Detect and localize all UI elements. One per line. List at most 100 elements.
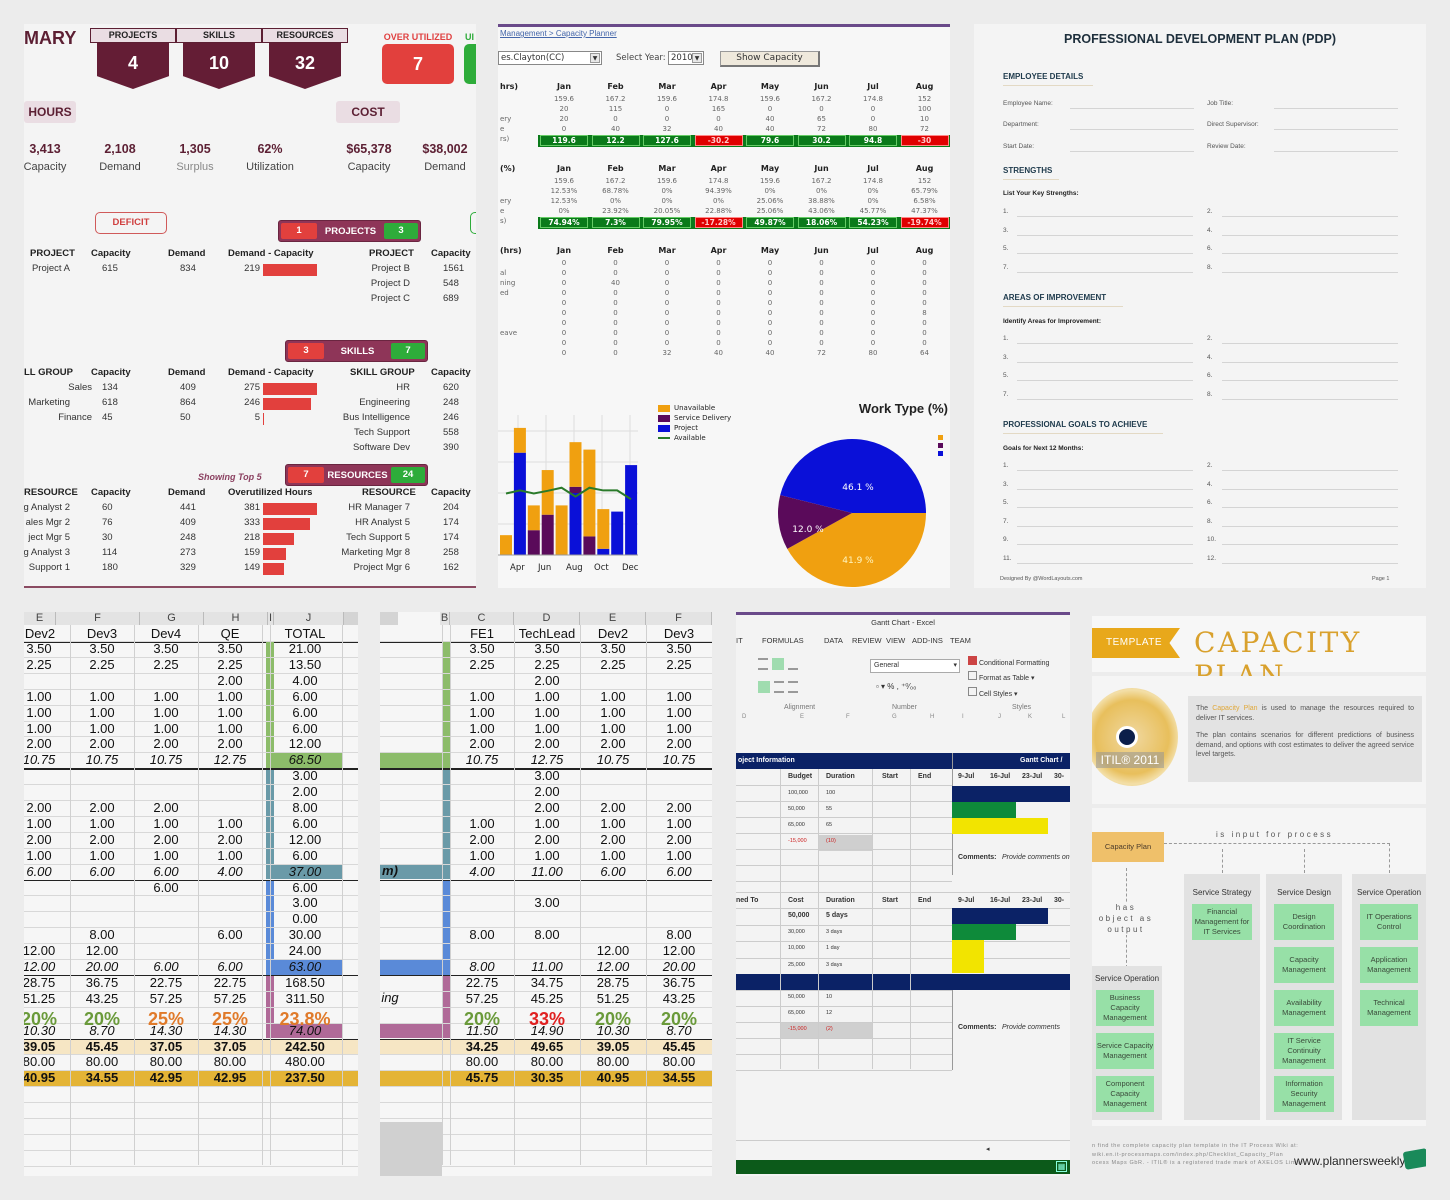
cell-value[interactable]: 3.00 [292, 768, 318, 784]
process-box[interactable]: Financial Management for IT Services [1192, 904, 1252, 940]
cell-value[interactable]: 1.00 [153, 704, 179, 720]
item-input-line[interactable] [1017, 343, 1193, 344]
cell-value[interactable]: 12.75 [530, 752, 564, 768]
skills-stat-bar[interactable]: 3 SKILLS 7 [285, 340, 428, 362]
cell-value[interactable]: 1.00 [469, 704, 495, 720]
column-letter[interactable]: F [56, 612, 140, 625]
column-letter[interactable]: F [646, 612, 712, 625]
column-letter[interactable]: D [514, 612, 580, 625]
item-input-line[interactable] [1222, 525, 1398, 527]
cell-value[interactable]: 4.00 [469, 863, 495, 879]
item-input-line[interactable] [1017, 470, 1193, 471]
cell-value[interactable]: 237.50 [285, 1070, 325, 1086]
cell-value[interactable]: 1.00 [217, 720, 243, 736]
cell-value[interactable]: 2.00 [534, 831, 560, 847]
cell-value[interactable]: 12.00 [85, 943, 119, 959]
kpi-skills[interactable]: SKILLS 10 [176, 28, 262, 89]
cell-value[interactable]: 1.00 [217, 815, 243, 831]
field-input-line[interactable] [1070, 108, 1194, 109]
cell-value[interactable]: 3.50 [89, 641, 115, 656]
cell-value[interactable]: 11.00 [531, 863, 563, 879]
cell-value[interactable]: 12.00 [596, 959, 630, 974]
field-input-line[interactable] [1070, 151, 1194, 152]
cell-value[interactable]: 68.50 [288, 752, 322, 768]
cell-value[interactable]: 2.00 [534, 672, 560, 688]
cell-value[interactable]: 3.50 [600, 641, 626, 656]
cell-value[interactable]: 1.00 [469, 815, 495, 831]
cell-value[interactable]: 2.25 [89, 656, 115, 672]
cell-value[interactable]: 25% [211, 1008, 249, 1029]
cell-value[interactable]: 80.00 [213, 1054, 247, 1070]
cell-value[interactable]: 39.05 [596, 1038, 630, 1054]
cell-value[interactable]: 33% [528, 1008, 566, 1029]
surplus-button[interactable] [470, 212, 476, 234]
cell-value[interactable]: 6.00 [666, 863, 692, 879]
item-input-line[interactable] [1222, 470, 1398, 471]
cell-value[interactable]: 23.8% [279, 1008, 331, 1029]
column-letter[interactable]: B [440, 612, 450, 625]
cell-value[interactable]: 2.00 [217, 672, 243, 688]
cell-value[interactable]: 20% [463, 1008, 501, 1029]
cell-value[interactable]: 2.00 [26, 800, 52, 815]
cell-value[interactable]: 80.00 [24, 1054, 56, 1070]
column-letter[interactable]: F [846, 714, 850, 720]
column-letter[interactable]: K [1028, 714, 1033, 720]
column-letter[interactable]: D [742, 714, 747, 720]
scroll-left-icon[interactable]: ◂ [986, 1146, 990, 1153]
process-box[interactable]: Design Coordination [1274, 904, 1334, 940]
item-input-line[interactable] [1222, 562, 1398, 564]
cell-value[interactable]: 51.25 [24, 990, 56, 1006]
gantt-bar[interactable] [952, 786, 1070, 802]
cell-value[interactable]: 2.00 [26, 736, 52, 752]
cell-value[interactable]: 2.00 [26, 831, 52, 847]
cell-value[interactable]: 12.00 [288, 736, 322, 752]
cell-value[interactable]: 22.75 [213, 974, 247, 990]
process-box[interactable]: IT Service Continuity Management [1274, 1033, 1334, 1069]
cell-value[interactable]: 14.90 [530, 1022, 564, 1038]
cell-value[interactable]: 40.95 [24, 1070, 56, 1086]
cell-value[interactable]: 2.25 [153, 656, 179, 672]
capacity-plan-node[interactable]: Capacity Plan [1092, 832, 1164, 862]
cell-value[interactable]: 42.95 [213, 1070, 247, 1086]
cell-value[interactable]: 37.05 [149, 1038, 183, 1054]
cell-value[interactable]: 1.00 [666, 688, 692, 704]
cell-value[interactable]: 311.50 [285, 990, 325, 1006]
cell-value[interactable]: 1.00 [469, 847, 495, 863]
cell-value[interactable]: 2.00 [666, 736, 692, 752]
cell-value[interactable]: 1.00 [26, 688, 52, 704]
item-input-line[interactable] [1222, 398, 1398, 400]
process-box[interactable]: Information Security Management [1274, 1076, 1334, 1112]
cell-value[interactable]: 1.00 [600, 688, 626, 704]
cell-value[interactable]: 6.00 [153, 879, 179, 895]
cell-value[interactable]: 8.00 [469, 959, 495, 974]
cell-value[interactable]: 2.25 [26, 656, 52, 672]
cell-value[interactable]: 2.00 [666, 831, 692, 847]
cell-value[interactable]: 10.75 [149, 752, 183, 768]
format-as-table-button[interactable]: Format as Table ▾ [968, 671, 1035, 682]
cell-value[interactable]: 6.00 [292, 688, 318, 704]
column-letter[interactable]: E [800, 714, 805, 720]
cell-value[interactable]: 20% [83, 1008, 121, 1029]
cell-value[interactable]: 1.00 [666, 847, 692, 863]
cell-value[interactable]: 1.00 [89, 847, 115, 863]
cell-value[interactable]: 12.00 [288, 831, 322, 847]
column-letter[interactable]: H [930, 714, 935, 720]
cell-value[interactable]: 3.00 [534, 895, 560, 911]
cell-value[interactable]: 28.75 [596, 974, 630, 990]
cell-value[interactable]: 36.75 [85, 974, 119, 990]
cell-value[interactable]: 80.00 [530, 1054, 564, 1070]
item-input-line[interactable] [1017, 271, 1193, 273]
item-input-line[interactable] [1017, 507, 1193, 508]
cell-value[interactable]: 20.00 [662, 959, 696, 974]
process-box[interactable]: Business Capacity Management [1096, 990, 1154, 1026]
cell-value[interactable]: 8.00 [469, 927, 495, 943]
cell-value[interactable]: 8.00 [534, 927, 560, 943]
column-letter[interactable]: H [204, 612, 268, 625]
cell-value[interactable]: 45.25 [530, 990, 564, 1006]
show-capacity-button[interactable]: Show Capacity [720, 51, 820, 67]
ribbon-tab[interactable]: IT [736, 636, 743, 645]
cell-value[interactable]: 20% [24, 1008, 58, 1029]
cell-value[interactable]: 34.55 [662, 1070, 696, 1086]
cell-value[interactable]: 11.50 [466, 1022, 498, 1038]
projects-stat-bar[interactable]: 1 PROJECTS 3 [278, 220, 421, 242]
